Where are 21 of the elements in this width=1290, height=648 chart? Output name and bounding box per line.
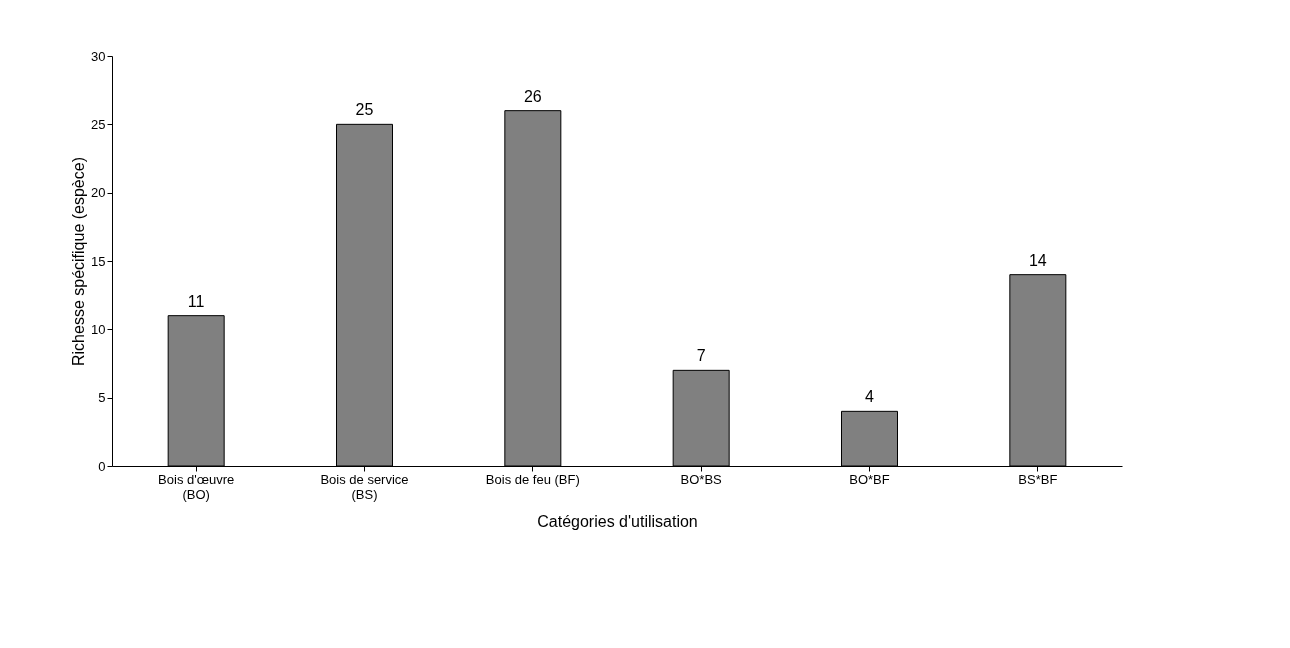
data-label: 14 — [1028, 251, 1047, 269]
data-label: 26 — [523, 87, 542, 105]
x-tick-label: BO*BS — [680, 471, 723, 487]
data-label: 11 — [187, 292, 205, 310]
y-tick-label: 0 — [98, 458, 106, 474]
x-tick-label: Bois de service (BS) — [320, 471, 409, 502]
y-tick-label: 30 — [91, 48, 106, 64]
y-tick-label: 20 — [91, 185, 106, 201]
x-tick-label: BO*BF — [849, 471, 890, 487]
x-tick-label: Bois d'œuvre (BO) — [158, 471, 235, 502]
data-label: 4 — [865, 388, 875, 406]
y-tick-label: 15 — [91, 253, 106, 269]
y-tick-label: 5 — [98, 390, 106, 406]
x-tick-label: Bois de feu (BF) — [485, 471, 580, 487]
data-label: 7 — [696, 347, 706, 365]
x-tick-label: BS*BF — [1018, 471, 1058, 487]
y-axis-title: Richesse spécifique (espèce) — [70, 157, 88, 366]
x-axis-title: Catégories d'utilisation — [537, 512, 698, 530]
y-tick-label: 25 — [91, 116, 106, 132]
y-tick-label: 10 — [91, 321, 106, 337]
data-label: 25 — [355, 101, 374, 119]
